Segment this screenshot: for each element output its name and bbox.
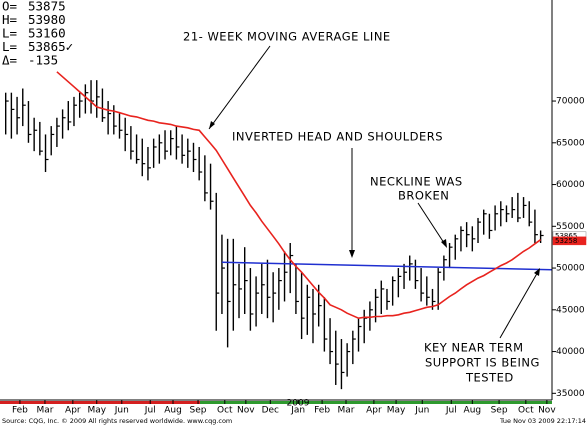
x-tick-label: Oct — [518, 406, 534, 416]
x-tick-label: Aug — [464, 406, 482, 416]
price-tag-label: 53865 — [555, 232, 577, 240]
x-tick-label: Mar — [36, 406, 53, 416]
x-tick-label: Mar — [338, 406, 355, 416]
x-tick-label: Nov — [538, 406, 556, 416]
arrowhead — [441, 239, 447, 248]
arrow — [208, 45, 271, 130]
x-tick-label: May — [87, 406, 106, 416]
source: Source: CQG, Inc. © 2009 All rights rese… — [2, 417, 232, 425]
arrowhead — [349, 250, 355, 258]
x-tick-label: May — [387, 406, 406, 416]
annotation: BROKEN — [398, 189, 449, 203]
y-tick-label: 70000 — [556, 97, 585, 107]
y-tick-label: 45000 — [556, 305, 585, 315]
moving-average-line — [56, 71, 542, 320]
y-tick-label: 60000 — [556, 180, 585, 190]
annotation: INVERTED HEAD AND SHOULDERS — [232, 130, 443, 144]
annotation: 21- WEEK MOVING AVERAGE LINE — [183, 30, 391, 44]
time-strip — [0, 401, 200, 404]
annotation: KEY NEAR TERM — [424, 341, 524, 355]
x-tick-label: Sep — [491, 406, 508, 416]
arrowhead — [534, 268, 540, 276]
x-tick-label: Nov — [237, 406, 255, 416]
price-tag — [552, 236, 587, 246]
info-box — [0, 0, 88, 70]
y-tick-label: 40000 — [556, 347, 585, 357]
x-tick-label: Apr — [65, 406, 81, 416]
annotation: SUPPORT IS BEING — [425, 356, 540, 370]
x-tick-label: Sep — [190, 406, 207, 416]
x-tick-label: Jun — [114, 406, 129, 416]
info-label: L= — [2, 39, 17, 54]
info-label: Δ= — [2, 53, 17, 68]
annotation: NECKLINE WAS — [370, 175, 463, 189]
time-strip — [0, 401, 552, 404]
x-tick-label: Oct — [217, 406, 233, 416]
timestamp: Tue Nov 03 2009 22:17:14 — [499, 417, 586, 425]
info-label: L= — [2, 26, 17, 41]
x-tick-label: Apr — [366, 406, 382, 416]
info-value: 53875 — [28, 0, 66, 14]
x-tick-label: Feb — [314, 406, 330, 416]
y-tick-label: 65000 — [556, 138, 585, 148]
x-tick-label: Jul — [144, 406, 156, 416]
annotation: TESTED — [465, 371, 514, 385]
info-label: O= — [2, 0, 17, 14]
y-tick-label: 55000 — [556, 222, 585, 232]
info-panel: O= 53875 H= 53980 L= 53160 L= 53865✓ Δ= -135 — [2, 0, 73, 68]
info-label: H= — [2, 12, 17, 27]
x-tick-label: Jun — [414, 406, 429, 416]
x-tick-label: Feb — [12, 406, 28, 416]
x-tick-label: Jan — [290, 406, 305, 416]
y-tick-label: 35000 — [556, 389, 585, 399]
price-tag-label: 53258 — [555, 237, 577, 245]
arrow — [417, 202, 447, 247]
info-value: 53160 — [28, 26, 66, 41]
y-tick-label: 50000 — [556, 264, 585, 274]
x-tick-label: Dec — [262, 406, 279, 416]
x-tick-label: Jul — [445, 406, 457, 416]
plot-area — [4, 71, 553, 390]
arrowhead — [209, 121, 215, 129]
arrow — [499, 269, 540, 339]
x-tick-label: Aug — [164, 406, 182, 416]
info-value: 53980 — [28, 12, 66, 27]
info-value: -135 — [28, 53, 58, 68]
info-value: 53865✓ — [28, 39, 73, 54]
